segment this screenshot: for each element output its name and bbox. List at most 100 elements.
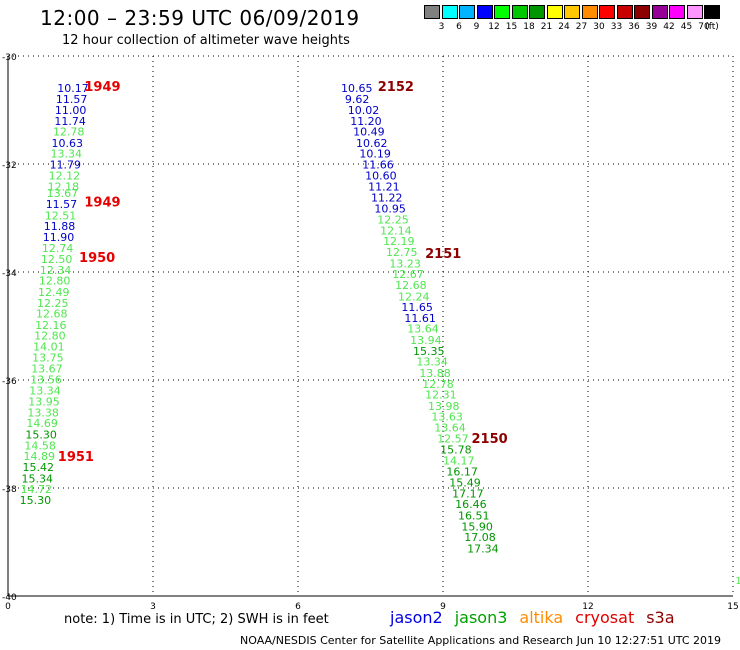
scale-label: 12 [488,22,500,32]
scale-swatch [494,5,510,19]
legend-item-jason2: jason2 [390,608,443,627]
swh-point-label: 13.23 [389,257,421,270]
scale-swatch [476,5,493,19]
scale-swatch [511,5,528,19]
time-label: 2150 [472,432,508,447]
swh-point-label: 11.22 [371,191,403,204]
y-tick-label: -36 [2,377,17,387]
swh-point-label: 15.30 [20,494,51,507]
swh-point-label: 12.67 [392,268,424,281]
y-tick-label: -34 [2,269,17,279]
swh-point-label: 12.24 [398,290,430,303]
swh-point-label: 15.78 [440,444,472,457]
time-label: 2152 [378,80,414,95]
time-label: 1949 [84,195,120,210]
swh-point-label: 11.61 [404,312,436,325]
scale-label: (ft) [705,22,719,32]
swh-point-label: 11.57 [46,198,77,211]
scale-label: 18 [523,22,535,32]
swh-point-label: 13.67 [47,187,79,200]
swh-point-label: 10.19 [359,148,391,161]
scale-swatch [564,5,580,19]
swh-point-label: 12.50 [41,253,73,266]
y-tick-label: -40 [2,593,17,603]
swh-point-label: 12.78 [53,126,84,139]
scale-label: 36 [628,22,640,32]
swh-point-label: 16.51 [458,510,490,523]
scale-label: 15 [505,22,518,32]
satellite-legend: jason2 jason3 altika cryosat s3a [390,608,687,627]
time-label: 1951 [58,450,94,465]
swh-point-label: 12.19 [383,235,415,248]
swh-point-label: 12.12 [49,169,81,182]
swh-point-label: 13.34 [29,384,61,397]
swh-point-label: 13.64 [407,323,439,336]
y-tick-label: -38 [2,485,17,495]
swh-point-label: 10.63 [52,137,84,150]
swh-point-label: 17.34 [467,542,499,555]
swh-point-label: 15.42 [23,461,55,474]
scale-swatch [441,5,458,19]
swh-point-label: 12.75 [386,246,418,259]
swh-point-label: 12.51 [45,209,77,222]
swh-point-label: 10.17 [57,82,89,95]
scale-swatch [529,5,545,19]
swh-point-label: 11.65 [401,301,433,314]
scale-swatch [424,5,440,19]
scale-label: 9 [473,22,480,32]
scale-label: 45 [680,22,693,32]
swh-point-label: 16.17 [446,465,478,478]
swh-point-label: 12.49 [38,286,70,299]
scale-label: 21 [540,22,553,32]
scale-label: 42 [663,22,675,32]
swh-point-label: 12.78 [422,378,454,391]
swh-point-label: 10.02 [348,104,380,117]
swh-point-label: 14.58 [24,439,56,452]
x-tick-label: 12 [582,602,593,612]
scale-label: 33 [610,22,623,32]
swh-point-label: 11.20 [350,115,382,128]
scale-swatch [599,5,615,19]
scale-label: 6 [456,22,462,32]
swh-point-label: 13.67 [31,363,63,376]
swh-point-label: 12.14 [380,224,412,237]
x-tick-label: 0 [5,602,11,612]
scale-label: 70 [698,22,710,32]
swh-point-label: 15.30 [25,429,57,442]
scale-swatch [704,5,720,19]
swh-point-label: 11.66 [362,159,394,172]
credit-line: NOAA/NESDIS Center for Satellite Applica… [240,634,722,647]
swh-point-label: 12.74 [42,242,73,255]
swh-point-label: 13.95 [28,396,60,409]
legend-item-altika: altika [519,608,564,627]
swh-point-label: 14.69 [26,417,58,430]
scale-swatch [651,5,668,19]
swh-point-label: 13.88 [419,367,451,380]
swh-point-label: 17.17 [452,487,484,500]
scale-swatch [616,5,633,19]
x-tick-label: 15 [727,602,738,612]
time-label: 2151 [425,247,461,262]
swh-point-label: 12.80 [34,330,66,343]
swh-point-label: 13.63 [431,411,463,424]
swh-point-label: 14.72 [21,483,53,496]
footer-note: note: 1) Time is in UTC; 2) SWH is in fe… [64,612,329,627]
scale-label: 27 [575,22,588,32]
swh-point-label: 9.62 [345,93,370,106]
swh-point-label: 15.49 [449,477,481,490]
scale-swatch [686,5,703,19]
swh-point-label: 17.08 [464,531,496,544]
swh-point-label: 11.00 [55,104,86,117]
swh-point-label: 11.21 [368,181,400,194]
time-label: 1950 [79,251,115,266]
swh-point-label: 15.35 [413,345,445,358]
swh-point-label: 14.17 [443,454,475,467]
legend-item-jason3: jason3 [454,608,508,627]
swh-point-label: 13.34 [51,148,83,161]
edge-point-label: 1 [735,576,740,587]
swh-point-label: 11.88 [44,220,75,233]
swh-point-label: 12.57 [437,432,469,445]
swh-point-label: 13.34 [416,356,448,369]
swh-point-label: 12.80 [39,275,71,288]
